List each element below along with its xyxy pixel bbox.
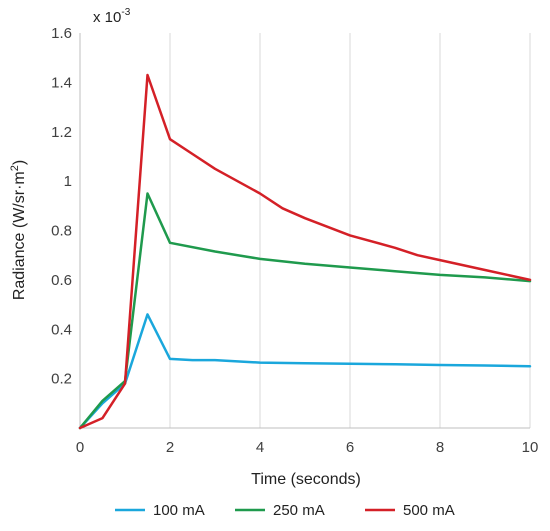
x-tick-label: 2 <box>166 439 174 456</box>
y-tick-label: 0.8 <box>51 223 72 240</box>
legend: 100 mA 250 mA 500 mA <box>115 502 455 519</box>
y-tick-label: 0.4 <box>51 321 72 338</box>
grid-lines <box>169 33 531 428</box>
y-tick-label: 1 <box>64 173 72 190</box>
y-tick-label: 1.2 <box>51 124 72 141</box>
x-axis-title: Time (seconds) <box>251 471 361 488</box>
tick-labels: 0 2 4 6 8 10 0.2 0.4 0.6 0.8 1 1.2 1.4 1.6 <box>51 25 538 456</box>
x-tick-label: 4 <box>256 439 264 456</box>
series-lines <box>78 73 532 430</box>
x-tick-label: 8 <box>436 439 444 456</box>
axes <box>79 33 530 429</box>
y-tick-label: 1.6 <box>51 25 72 42</box>
x-tick-label: 10 <box>522 439 539 456</box>
y-tick-label: 0.6 <box>51 272 72 289</box>
y-axis-multiplier: x 10-3 <box>93 7 131 26</box>
legend-label: 100 mA <box>153 502 205 519</box>
x-tick-label: 0 <box>76 439 84 456</box>
series-line-100-ma <box>78 313 532 430</box>
legend-label: 250 mA <box>273 502 325 519</box>
series-line-500-ma <box>78 73 532 430</box>
y-axis-title: Radiance (W/sr·m2) <box>9 160 28 300</box>
y-tick-label: 1.4 <box>51 74 72 91</box>
y-tick-label: 0.2 <box>51 371 72 388</box>
legend-label: 500 mA <box>403 502 455 519</box>
x-tick-label: 6 <box>346 439 354 456</box>
series-line-250-ma <box>78 192 532 430</box>
